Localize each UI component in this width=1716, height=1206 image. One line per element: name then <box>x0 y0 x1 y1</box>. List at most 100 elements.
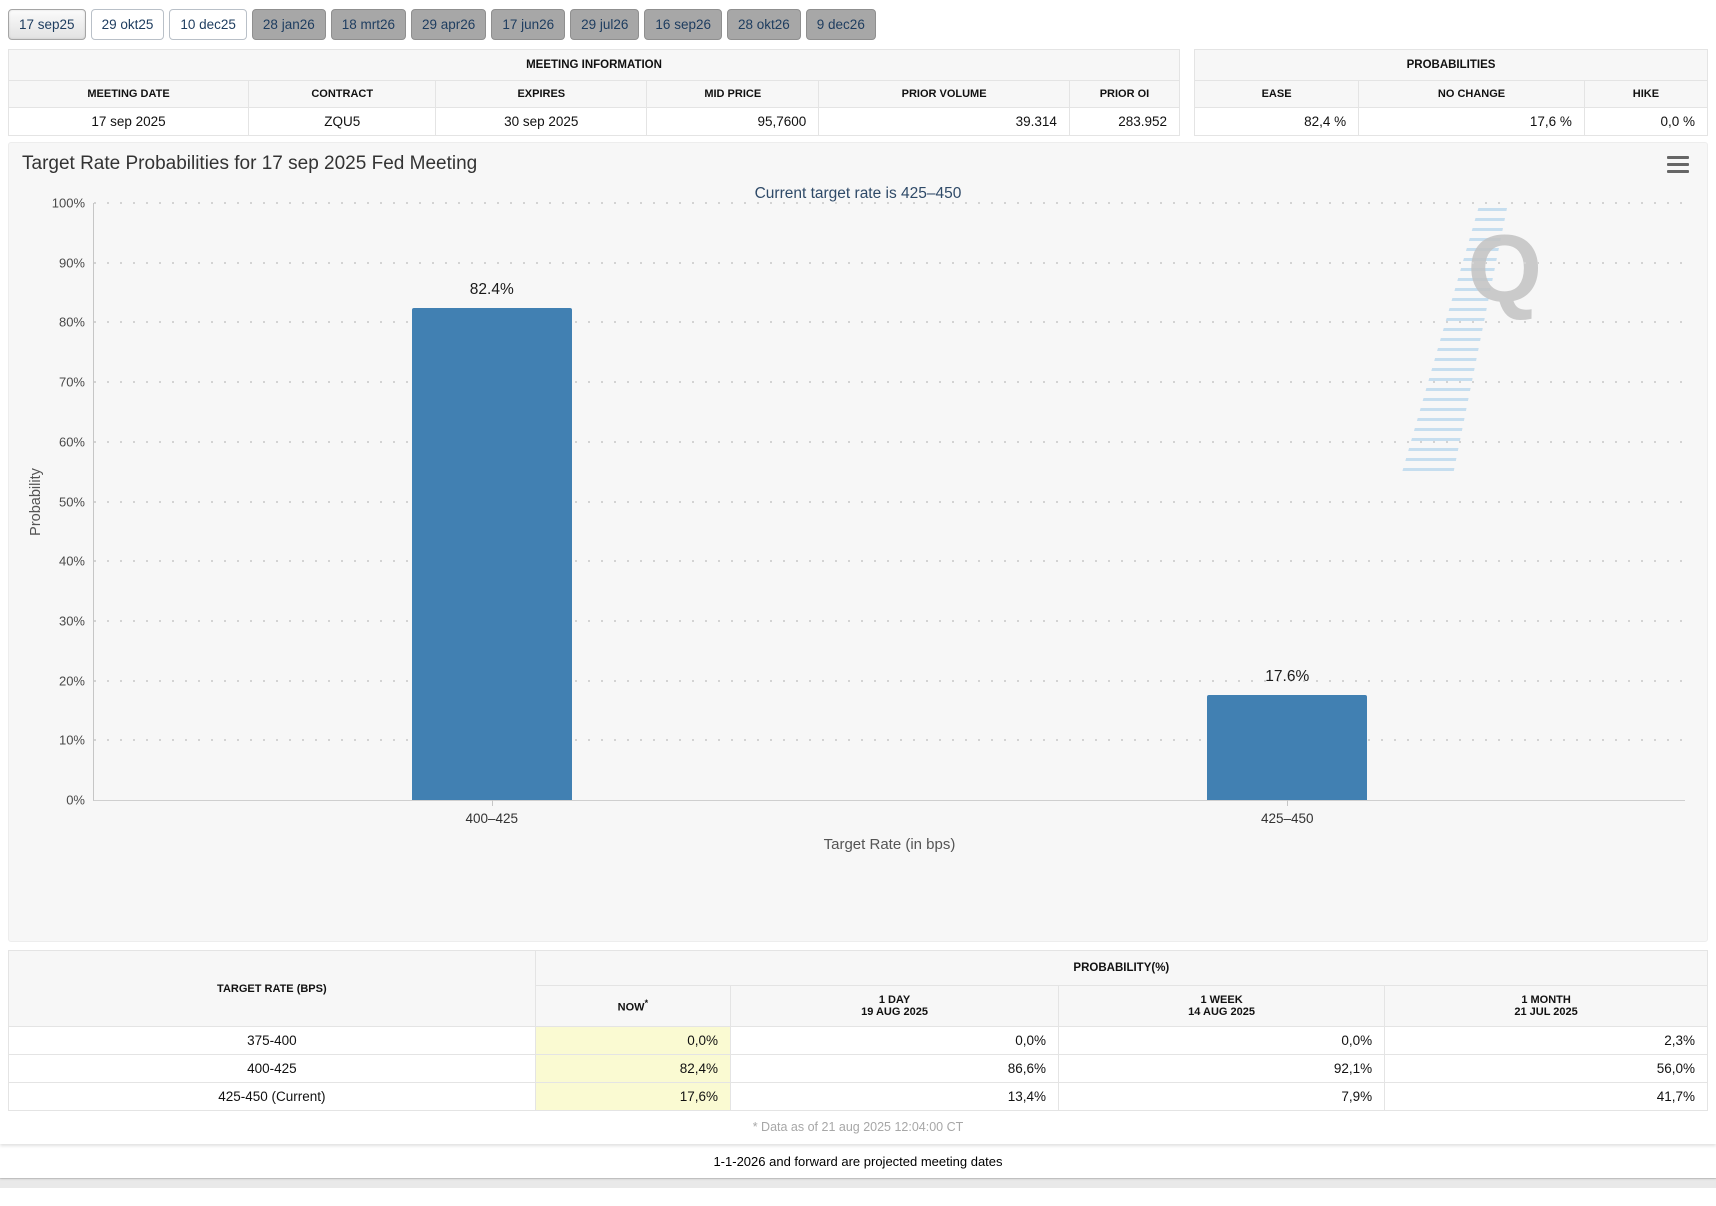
hike-value: 0,0 % <box>1583 107 1709 136</box>
projected-dates-note: 1-1-2026 and forward are projected meeti… <box>0 1144 1716 1178</box>
meeting-date-tab[interactable]: 28 jan26 <box>251 9 326 40</box>
col-header-target-rate-bps: TARGET RATE (BPS) <box>8 950 536 1027</box>
x-axis-tick <box>1287 800 1289 806</box>
col-header-1-day: 1 DAY 19 AUG 2025 <box>730 985 1059 1027</box>
day-cell: 0,0% <box>730 1026 1059 1055</box>
y-axis-tick-label: 20% <box>58 673 85 689</box>
target-rate-probabilities-chart: Target Rate Probabilities for 17 sep 202… <box>8 142 1708 942</box>
probabilities-title: PROBABILITIES <box>1194 49 1708 81</box>
page-bottom-strip <box>0 1178 1716 1188</box>
x-axis-label: 425–450 <box>1260 811 1314 826</box>
gridline <box>94 739 1685 742</box>
meeting-date-tab[interactable]: 18 mrt26 <box>330 9 407 40</box>
y-axis-tick-label: 80% <box>58 314 85 330</box>
bar-value-label: 17.6% <box>1265 667 1310 685</box>
month-cell: 56,0% <box>1384 1054 1708 1083</box>
y-axis-tick-label: 10% <box>58 732 85 748</box>
plot-area: Probability Target Rate (in bps) 0% 10% 20… <box>28 196 1685 853</box>
meeting-date-tab[interactable]: 17 jun26 <box>491 9 566 40</box>
ease-value: 82,4 % <box>1193 107 1360 136</box>
prior-oi-value: 283.952 <box>1068 107 1181 136</box>
bar-value-label: 82.4% <box>469 281 514 299</box>
hamburger-menu-icon[interactable] <box>1667 156 1689 173</box>
chart-title: Target Rate Probabilities for 17 sep 202… <box>22 153 478 174</box>
chart-subtitle: Current target rate is 425–450 <box>754 185 962 202</box>
now-cell: 17,6% <box>534 1082 732 1111</box>
col-header-now: NOW* <box>534 985 732 1027</box>
y-axis-tick-label: 90% <box>58 255 85 271</box>
expires-value: 30 sep 2025 <box>435 107 648 136</box>
meeting-date-value: 17 sep 2025 <box>7 107 250 136</box>
no-change-value: 17,6 % <box>1358 107 1585 136</box>
target-rate-cell: 400-425 <box>8 1054 536 1083</box>
gridline <box>94 560 1685 563</box>
meeting-date-tab[interactable]: 10 dec25 <box>169 9 247 40</box>
meeting-date-tabbar: 17 sep25 29 okt25 10 dec25 28 jan26 18 mrt26… <box>0 0 1716 45</box>
col-header-no-change: NO CHANGE <box>1358 80 1585 108</box>
col-header-meeting-date: MEETING DATE <box>7 80 250 108</box>
month-cell: 2,3% <box>1384 1026 1708 1055</box>
meeting-date-tab[interactable]: 17 sep25 <box>8 9 86 40</box>
y-axis-title: Probability <box>28 467 44 536</box>
y-axis-tick-label: 30% <box>58 613 85 629</box>
day-cell: 13,4% <box>730 1082 1059 1111</box>
meeting-information-row: 17 sep 2025 ZQU5 30 sep 2025 95,7600 39.… <box>7 107 1181 136</box>
y-axis-tick-label: 0% <box>66 792 85 808</box>
meeting-information-title: MEETING INFORMATION <box>8 49 1180 81</box>
data-as-of-footnote: * Data as of 21 aug 2025 12:04:00 CT <box>752 1120 964 1134</box>
col-header-contract: CONTRACT <box>248 80 437 108</box>
col-header-prior-volume: PRIOR VOLUME <box>818 80 1070 108</box>
now-cell: 0,0% <box>534 1026 732 1055</box>
gridline <box>94 381 1685 384</box>
main-panel: 17 sep25 29 okt25 10 dec25 28 jan26 18 mrt26… <box>0 0 1716 1134</box>
col-header-ease: EASE <box>1193 80 1360 108</box>
mid-price-value: 95,7600 <box>646 107 820 136</box>
meeting-information-table: MEETING INFORMATION MEETING DATE CONTRAC… <box>7 49 1181 136</box>
week-cell: 0,0% <box>1057 1026 1386 1055</box>
y-axis-tick-label: 50% <box>58 494 85 509</box>
probability-bar[interactable] <box>411 308 572 800</box>
gridline <box>94 440 1685 443</box>
col-header-1-week: 1 WEEK 14 AUG 2025 <box>1057 985 1386 1027</box>
probabilities-summary-table: PROBABILITIES EASE NO CHANGE HIKE 82,4 %… <box>1193 49 1709 136</box>
now-footnote-asterisk: * <box>644 998 649 1009</box>
col-header-1-month: 1 MONTH 21 JUL 2025 <box>1384 985 1708 1027</box>
prior-volume-value: 39.314 <box>818 107 1070 136</box>
col-header-mid-price: MID PRICE <box>646 80 820 108</box>
gridline <box>94 321 1685 324</box>
x-axis-tick <box>491 800 493 806</box>
meeting-date-tab[interactable]: 9 dec26 <box>805 9 876 40</box>
contract-value: ZQU5 <box>248 107 437 136</box>
summary-tables-row: MEETING INFORMATION MEETING DATE CONTRAC… <box>7 49 1709 136</box>
meeting-date-tab[interactable]: 16 sep26 <box>644 9 722 40</box>
x-axis-title: Target Rate (in bps) <box>823 836 956 853</box>
y-axis-tick-label: 70% <box>58 374 85 390</box>
day-cell: 86,6% <box>730 1054 1059 1083</box>
meeting-date-tab[interactable]: 28 okt26 <box>726 9 801 40</box>
target-rate-cell: 425-450 (Current) <box>8 1082 536 1111</box>
table-row: 400-425 82,4% 86,6% 92,1% 56,0% <box>8 1054 1708 1083</box>
week-cell: 7,9% <box>1057 1082 1386 1111</box>
table-row: 425-450 (Current) 17,6% 13,4% 7,9% 41,7% <box>8 1082 1708 1111</box>
gridline <box>94 500 1685 503</box>
group-header-probability: PROBABILITY(%) <box>534 950 1709 986</box>
meeting-date-tab[interactable]: 29 apr26 <box>411 9 487 40</box>
y-axis-tick-label: 100% <box>51 195 85 211</box>
gridline <box>94 261 1685 264</box>
gridline <box>94 679 1685 682</box>
month-cell: 41,7% <box>1384 1082 1708 1111</box>
meeting-date-tab[interactable]: 29 okt25 <box>90 9 165 40</box>
y-axis-tick-label: 40% <box>58 553 85 569</box>
meeting-date-tab[interactable]: 29 jul26 <box>570 9 640 40</box>
quikstrike-watermark-logo: Q <box>1467 215 1542 322</box>
week-cell: 92,1% <box>1057 1054 1386 1083</box>
probabilities-summary-row: 82,4 % 17,6 % 0,0 % <box>1193 107 1709 136</box>
gridline <box>94 619 1685 622</box>
table-row: 375-400 0,0% 0,0% 0,0% 2,3% <box>8 1026 1708 1055</box>
y-axis-tick-label: 60% <box>58 434 85 450</box>
now-cell: 82,4% <box>534 1054 732 1083</box>
gridline <box>94 202 1685 204</box>
probability-bar[interactable] <box>1207 694 1368 800</box>
col-header-expires: EXPIRES <box>435 80 648 108</box>
